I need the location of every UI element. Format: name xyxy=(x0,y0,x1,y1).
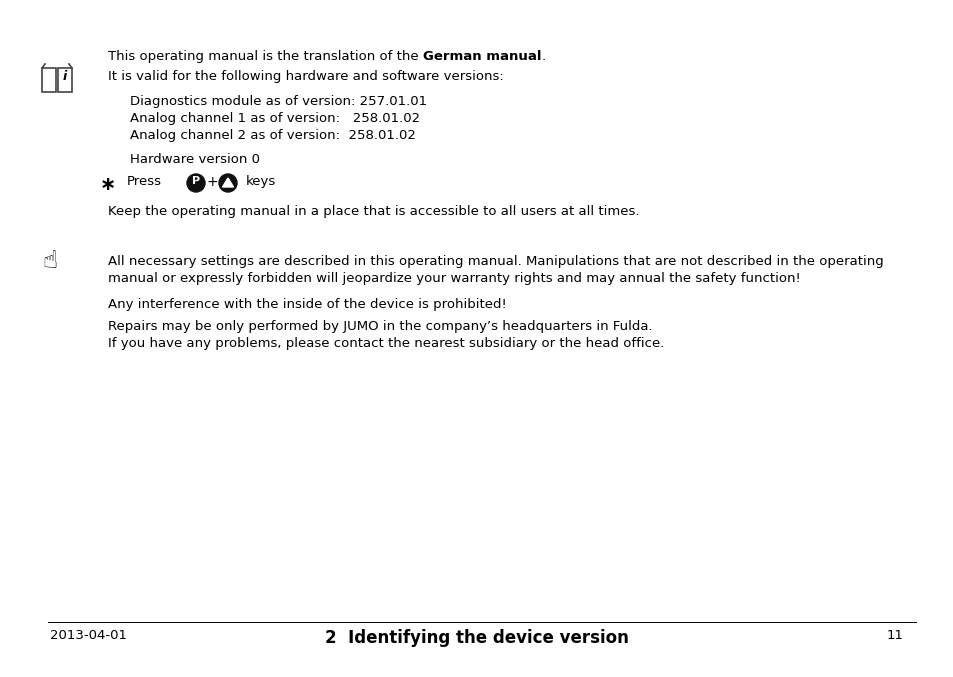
Text: German manual: German manual xyxy=(422,50,540,63)
Text: Any interference with the inside of the device is prohibited!: Any interference with the inside of the … xyxy=(108,298,506,311)
Text: If you have any problems, please contact the nearest subsidiary or the head offi: If you have any problems, please contact… xyxy=(108,337,663,350)
Circle shape xyxy=(187,174,205,192)
Text: ☝: ☝ xyxy=(42,249,57,273)
Text: 11: 11 xyxy=(886,629,903,642)
Text: Repairs may be only performed by JUMO in the company’s headquarters in Fulda.: Repairs may be only performed by JUMO in… xyxy=(108,320,652,333)
Text: Keep the operating manual in a place that is accessible to all users at all time: Keep the operating manual in a place tha… xyxy=(108,205,639,218)
Circle shape xyxy=(219,174,236,192)
Text: i: i xyxy=(63,70,67,83)
FancyBboxPatch shape xyxy=(42,68,56,92)
Text: Diagnostics module as of version: 257.01.01: Diagnostics module as of version: 257.01… xyxy=(130,95,427,108)
Text: Analog channel 1 as of version:   258.01.02: Analog channel 1 as of version: 258.01.0… xyxy=(130,112,419,125)
Text: All necessary settings are described in this operating manual. Manipulations tha: All necessary settings are described in … xyxy=(108,255,882,268)
Text: keys: keys xyxy=(246,175,276,188)
Text: .: . xyxy=(540,50,545,63)
Text: It is valid for the following hardware and software versions:: It is valid for the following hardware a… xyxy=(108,70,503,83)
Text: 2  Identifying the device version: 2 Identifying the device version xyxy=(325,629,628,647)
FancyBboxPatch shape xyxy=(58,68,71,92)
Text: manual or expressly forbidden will jeopardize your warranty rights and may annua: manual or expressly forbidden will jeopa… xyxy=(108,272,800,285)
Text: P: P xyxy=(192,176,200,186)
Polygon shape xyxy=(222,178,233,187)
Text: This operating manual is the translation of the: This operating manual is the translation… xyxy=(108,50,422,63)
Text: 2013-04-01: 2013-04-01 xyxy=(50,629,127,642)
Text: Analog channel 2 as of version:  258.01.02: Analog channel 2 as of version: 258.01.0… xyxy=(130,129,416,142)
Text: Hardware version 0: Hardware version 0 xyxy=(130,153,260,166)
Text: ∗: ∗ xyxy=(100,175,116,194)
Text: +: + xyxy=(206,175,217,189)
Text: Press: Press xyxy=(127,175,162,188)
